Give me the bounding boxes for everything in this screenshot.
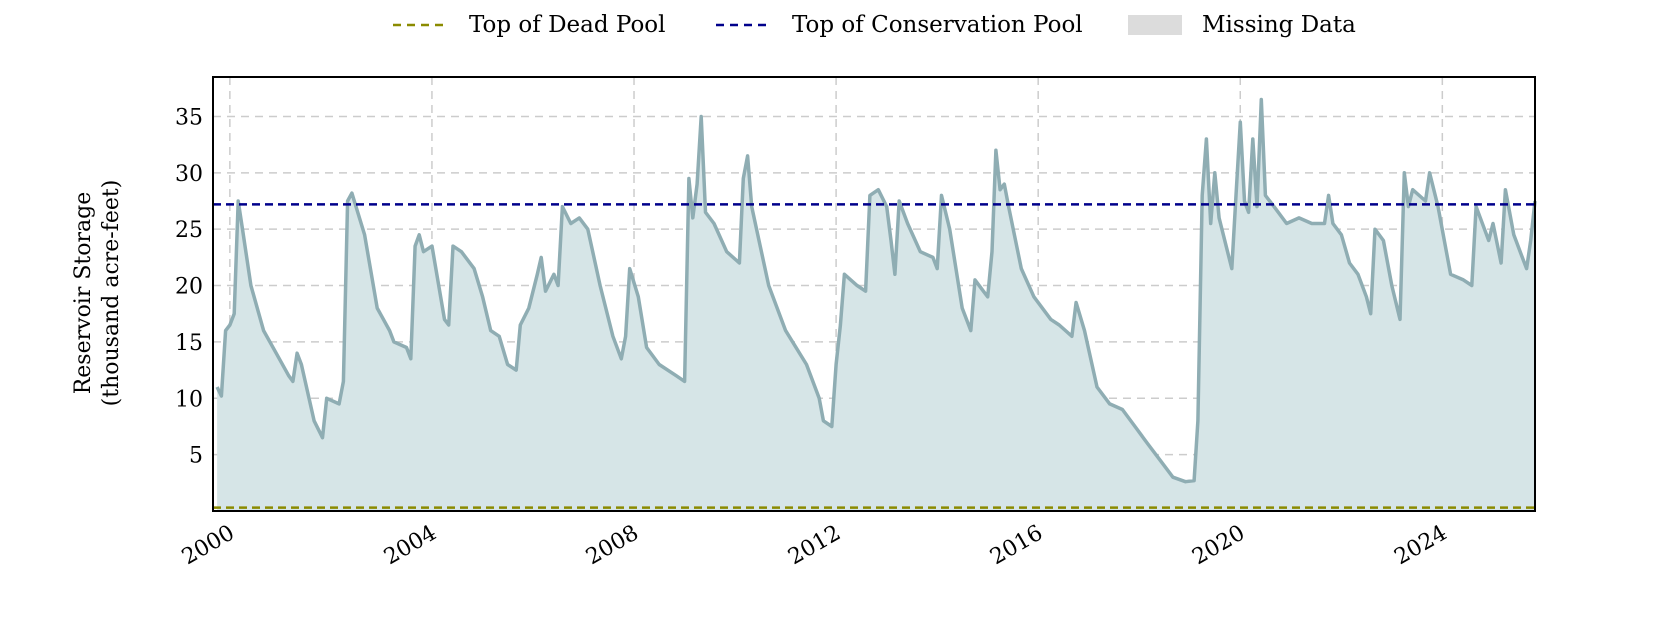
x-tick-label: 2012 bbox=[784, 521, 845, 571]
missing-data-swatch bbox=[1128, 15, 1182, 35]
plot-frame bbox=[212, 76, 1536, 512]
x-tick-label: 2004 bbox=[380, 521, 441, 571]
storage-fill bbox=[217, 99, 1536, 511]
x-tick-label: 2016 bbox=[986, 521, 1047, 571]
y-tick-label: 25 bbox=[175, 218, 203, 243]
legend-item-dead-pool: Top of Dead Pool bbox=[393, 8, 666, 42]
storage-line bbox=[215, 97, 1537, 484]
y-axis-title: Reservoir Storage bbox=[71, 191, 96, 395]
y-axis-units: (thousand acre-feet) bbox=[99, 179, 124, 407]
y-tick-label: 5 bbox=[189, 444, 203, 469]
legend-item-conservation-pool: Top of Conservation Pool bbox=[716, 8, 1083, 42]
legend: Top of Dead Pool Top of Conservation Poo… bbox=[0, 8, 1680, 42]
x-axis: 2000 2004 2008 2012 2016 2020 2024 bbox=[178, 521, 1451, 571]
conservation-pool-swatch bbox=[716, 23, 772, 27]
y-tick-label: 35 bbox=[175, 105, 203, 130]
y-tick-label: 30 bbox=[175, 162, 203, 187]
x-tick-label: 2020 bbox=[1188, 521, 1249, 571]
y-axis: 5 10 15 20 25 30 35 bbox=[175, 105, 203, 468]
storage-area bbox=[215, 97, 1537, 511]
dead-pool-swatch bbox=[393, 23, 449, 27]
legend-label-missing-data: Missing Data bbox=[1202, 12, 1356, 38]
x-tick-label: 2024 bbox=[1390, 521, 1451, 571]
y-tick-label: 20 bbox=[175, 275, 203, 300]
y-tick-label: 10 bbox=[175, 387, 203, 412]
legend-label-conservation-pool: Top of Conservation Pool bbox=[792, 12, 1083, 38]
y-tick-label: 15 bbox=[175, 331, 203, 356]
legend-label-dead-pool: Top of Dead Pool bbox=[469, 12, 666, 38]
x-tick-label: 2000 bbox=[178, 521, 239, 571]
x-tick-label: 2008 bbox=[582, 521, 643, 571]
legend-item-missing-data: Missing Data bbox=[1128, 8, 1356, 42]
